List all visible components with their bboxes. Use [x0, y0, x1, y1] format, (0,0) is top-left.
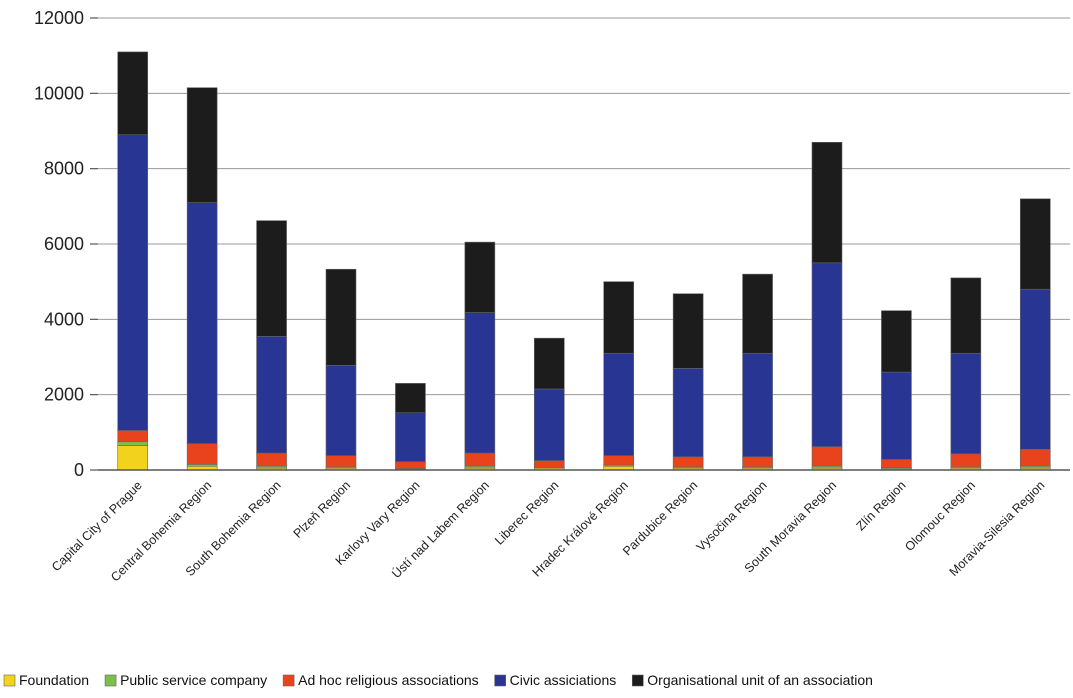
bar-8-series-3	[672, 367, 704, 458]
y-tick-label-2: 4000	[44, 309, 84, 329]
bar-3-series-3	[325, 364, 357, 456]
category-label-6: Liberec Region	[492, 478, 561, 547]
legend-label-2: Ad hoc religious associations	[298, 672, 479, 688]
bar-12-series-4	[950, 277, 982, 354]
bar-1-series-2	[186, 443, 218, 465]
bar-12-series-2	[950, 453, 982, 468]
y-tick-label-0: 0	[74, 460, 84, 480]
category-label-9: Vysočina Region	[694, 478, 770, 554]
bar-1-series-4	[186, 87, 218, 203]
bar-9-series-4	[742, 273, 773, 354]
bar-2-series-2	[256, 452, 287, 467]
bar-10-series-2	[811, 446, 843, 467]
bar-13-series-3	[1019, 288, 1051, 450]
bar-13-series-4	[1019, 198, 1051, 290]
legend-label-1: Public service company	[120, 672, 267, 688]
bar-0-series-0	[117, 445, 149, 471]
bar-3-series-2	[325, 455, 357, 468]
bar-6-series-4	[533, 337, 565, 390]
y-tick-label-1: 2000	[44, 385, 84, 405]
bar-5-series-3	[464, 312, 496, 454]
bar-7-series-4	[603, 281, 635, 354]
bars	[117, 51, 1051, 471]
bar-3-series-4	[325, 268, 357, 366]
legend-swatch-4	[631, 674, 644, 687]
bar-10-series-4	[811, 142, 843, 264]
gridlines	[98, 17, 1070, 396]
bar-0-series-3	[117, 134, 149, 431]
bar-13-series-2	[1019, 448, 1051, 467]
bar-6-series-2	[533, 460, 565, 468]
y-tick-label-5: 10000	[34, 83, 84, 103]
bar-2-series-3	[256, 335, 287, 454]
y-tick-label-6: 12000	[34, 8, 84, 28]
bar-12-series-3	[950, 352, 982, 455]
bar-5-series-2	[464, 452, 496, 467]
bar-8-series-2	[672, 456, 704, 468]
bar-11-series-4	[881, 310, 912, 373]
bar-10-series-3	[811, 262, 843, 447]
bar-0-series-2	[117, 430, 149, 443]
bar-1-series-3	[186, 202, 218, 444]
legend-label-4: Organisational unit of an association	[647, 672, 873, 688]
bar-11-series-3	[881, 371, 912, 460]
y-axis-ticks: 0 2000 4000 6000 8000 10000 12000	[34, 8, 98, 480]
bar-6-series-3	[533, 388, 565, 461]
bar-5-series-4	[464, 241, 496, 313]
bar-9-series-2	[742, 456, 773, 468]
category-label-12: Olomouc Region	[902, 478, 978, 554]
bar-7-series-2	[603, 455, 635, 466]
y-tick-label-4: 8000	[44, 159, 84, 179]
legend-label-0: Foundation	[19, 672, 89, 688]
bar-9-series-3	[742, 352, 773, 458]
legend: Foundation Public service company Ad hoc r…	[3, 672, 873, 688]
category-label-3: Plzeň Region	[291, 478, 354, 541]
bar-2-series-4	[256, 220, 287, 337]
bar-11-series-2	[881, 459, 912, 469]
category-label-11: Zlín Region	[853, 478, 908, 533]
bar-4-series-3	[395, 412, 426, 463]
y-tick-label-3: 6000	[44, 234, 84, 254]
legend-swatch-0	[3, 674, 16, 687]
bar-0-series-4	[117, 51, 149, 136]
legend-label-3: Civic assiciations	[510, 672, 617, 688]
bar-4-series-4	[395, 383, 426, 414]
legend-swatch-1	[104, 674, 117, 687]
bar-0-series-1	[117, 441, 149, 446]
legend-swatch-3	[494, 674, 506, 687]
category-label-8: Pardubice Region	[620, 478, 700, 558]
bar-8-series-4	[672, 293, 704, 369]
bar-7-series-3	[603, 352, 635, 456]
bar-4-series-2	[395, 461, 426, 469]
legend-swatch-2	[282, 674, 295, 687]
